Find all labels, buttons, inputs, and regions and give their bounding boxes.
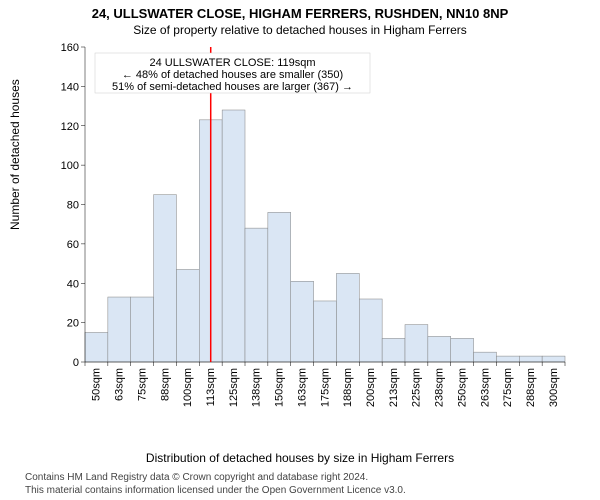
- svg-text:225sqm: 225sqm: [411, 368, 423, 407]
- svg-text:140: 140: [61, 81, 79, 93]
- svg-text:288sqm: 288sqm: [525, 368, 537, 407]
- svg-text:213sqm: 213sqm: [388, 368, 400, 407]
- y-axis-label: Number of detached houses: [8, 79, 22, 230]
- svg-text:238sqm: 238sqm: [434, 368, 446, 407]
- svg-text:113sqm: 113sqm: [205, 368, 217, 406]
- svg-text:63sqm: 63sqm: [114, 368, 126, 401]
- histogram-svg: 0 20 40 60 80 100 120 140 160 50sqm 63sqm 75sqm 88sq…: [55, 42, 575, 417]
- svg-text:← 48% of detached houses are s: ← 48% of detached houses are smaller (35…: [122, 69, 343, 81]
- svg-text:80: 80: [67, 200, 79, 212]
- svg-text:250sqm: 250sqm: [456, 368, 468, 407]
- svg-text:188sqm: 188sqm: [342, 368, 354, 407]
- footer-line-1: Contains HM Land Registry data © Crown c…: [25, 472, 368, 483]
- svg-text:125sqm: 125sqm: [228, 368, 240, 407]
- svg-text:20: 20: [67, 318, 79, 330]
- svg-text:50sqm: 50sqm: [91, 368, 103, 401]
- svg-text:163sqm: 163sqm: [296, 368, 308, 407]
- svg-text:100sqm: 100sqm: [182, 368, 194, 407]
- svg-text:175sqm: 175sqm: [319, 368, 331, 407]
- svg-text:60: 60: [67, 239, 79, 251]
- svg-text:263sqm: 263sqm: [479, 368, 491, 407]
- svg-text:138sqm: 138sqm: [251, 368, 263, 407]
- svg-text:120: 120: [61, 121, 79, 133]
- svg-text:100: 100: [61, 160, 79, 172]
- svg-text:160: 160: [61, 42, 79, 54]
- svg-text:0: 0: [73, 357, 79, 369]
- svg-text:88sqm: 88sqm: [159, 368, 171, 401]
- svg-text:150sqm: 150sqm: [274, 368, 286, 407]
- svg-text:40: 40: [67, 278, 79, 290]
- svg-text:24 ULLSWATER CLOSE: 119sqm: 24 ULLSWATER CLOSE: 119sqm: [149, 57, 315, 69]
- svg-text:51% of semi-detached houses ar: 51% of semi-detached houses are larger (…: [112, 81, 353, 93]
- chart-area: 0 20 40 60 80 100 120 140 160 50sqm 63sqm 75sqm 88sq…: [55, 42, 575, 417]
- svg-text:300sqm: 300sqm: [548, 368, 560, 407]
- chart-subtitle: Size of property relative to detached ho…: [0, 21, 600, 39]
- svg-text:275sqm: 275sqm: [502, 368, 514, 407]
- footer-line-2: This material contains information licen…: [25, 485, 406, 496]
- svg-text:75sqm: 75sqm: [136, 368, 148, 401]
- chart-title: 24, ULLSWATER CLOSE, HIGHAM FERRERS, RUS…: [0, 0, 600, 21]
- svg-text:200sqm: 200sqm: [365, 368, 377, 407]
- x-axis-label: Distribution of detached houses by size …: [0, 451, 600, 465]
